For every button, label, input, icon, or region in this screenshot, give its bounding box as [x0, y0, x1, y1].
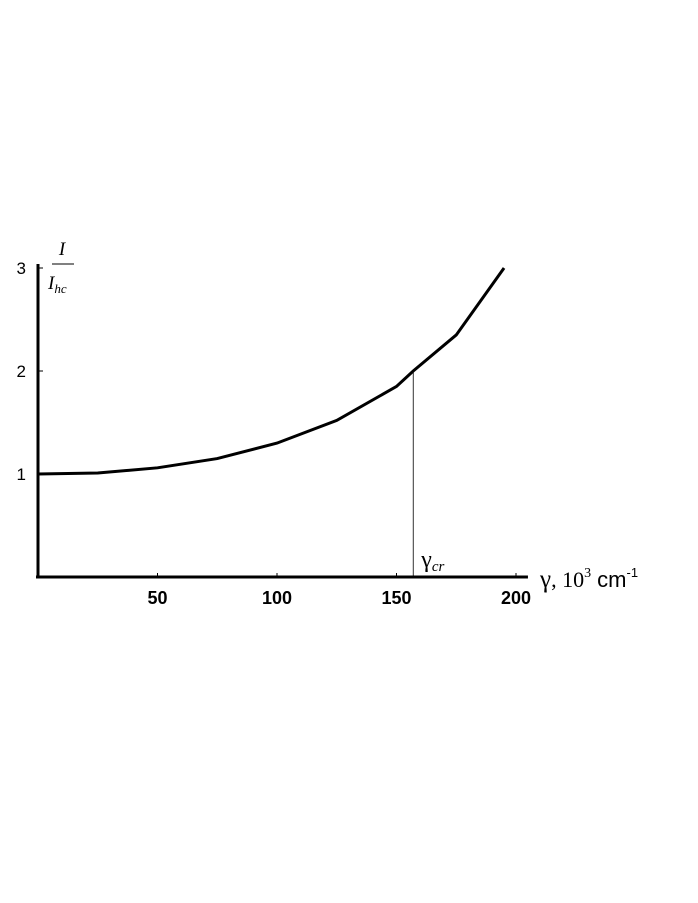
y-tick-label: 2	[17, 362, 26, 381]
x-tick-label: 50	[147, 588, 167, 608]
x-label-sup: 3	[584, 566, 591, 581]
y-label-denominator-text: I	[47, 273, 56, 294]
critical-label: γcr	[420, 547, 444, 575]
x-axis-label: γ, 103 cm-1	[539, 565, 638, 593]
x-tick-label: 200	[501, 588, 531, 608]
y-label-sub: hc	[54, 281, 67, 296]
x-label-unit: cm	[591, 567, 626, 592]
x-tick-label: 150	[381, 588, 411, 608]
x-label-text: , 10	[551, 567, 584, 592]
critical-symbol: γ	[420, 547, 432, 573]
x-label-unit-sup: -1	[627, 565, 639, 580]
y-axis-label: I Ihc	[47, 239, 74, 296]
x-tick-label: 100	[262, 588, 292, 608]
y-label-denominator: Ihc	[47, 273, 67, 296]
y-tick-label: 3	[17, 259, 26, 278]
critical-sub: cr	[432, 559, 445, 575]
data-line	[37, 267, 506, 476]
y-label-numerator: I	[58, 239, 67, 260]
y-tick-label: 1	[17, 465, 26, 484]
x-label-symbol: γ	[539, 566, 551, 593]
